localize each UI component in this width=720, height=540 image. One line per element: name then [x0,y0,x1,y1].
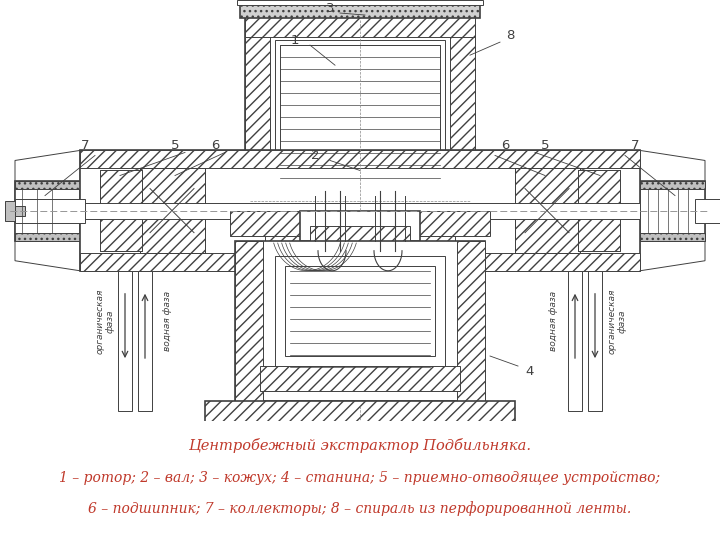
Bar [285,266,435,356]
Bar [15,199,85,222]
Text: 3: 3 [325,2,334,15]
Bar [300,211,420,241]
Text: 1 – ротор; 2 – вал; 3 – кожух; 4 – станина; 5 – приемно-отводящее устройство;: 1 – ротор; 2 – вал; 3 – кожух; 4 – стани… [60,471,660,485]
Bar [275,256,445,366]
Bar [245,15,270,215]
Bar [515,168,580,253]
Bar [578,215,620,251]
Text: 7: 7 [81,139,89,152]
Text: органическая
фаза: органическая фаза [95,288,114,354]
Bar [568,271,582,411]
Text: 8: 8 [506,29,514,42]
Bar [260,366,460,391]
Bar [80,253,640,271]
Bar [140,211,205,253]
Bar [515,211,580,253]
Bar [138,271,152,411]
Bar [240,3,480,18]
Text: 7: 7 [631,139,639,152]
Bar [235,241,485,401]
Bar [100,171,142,251]
Bar [15,180,80,188]
Bar [100,171,142,206]
Bar [515,168,580,211]
Text: водная фаза: водная фаза [549,291,557,351]
Bar [588,271,602,411]
Bar [695,199,720,222]
Bar [235,241,263,401]
Bar [450,15,475,215]
Text: 6: 6 [501,139,509,152]
Text: 5: 5 [171,139,179,152]
Bar [80,202,640,219]
Bar [310,226,410,241]
Bar [578,171,620,206]
Bar [640,233,705,241]
Bar [703,200,715,221]
Text: 4: 4 [526,364,534,377]
Polygon shape [640,151,705,271]
Text: 1: 1 [291,33,300,46]
Bar [80,151,640,271]
Bar [265,235,455,256]
Bar [140,168,205,211]
Bar [15,206,25,215]
Bar [245,15,475,215]
Bar [140,168,205,253]
Text: водная фаза: водная фаза [163,291,171,351]
Bar [5,200,17,221]
Bar [640,180,705,188]
Bar [455,429,535,449]
Bar [15,180,80,241]
Bar [640,180,705,241]
Bar [15,233,80,241]
Text: Центробежный экстрактор Подбильняка.: Центробежный экстрактор Подбильняка. [189,438,531,453]
Bar [140,168,205,253]
Bar [245,15,475,37]
Bar [457,241,485,401]
Bar [185,429,265,449]
Bar [230,211,490,235]
Text: органическая
фаза: органическая фаза [607,288,626,354]
Bar [100,215,142,251]
Bar [280,45,440,186]
Text: 5: 5 [541,139,549,152]
Text: 6 – подшипник; 7 – коллекторы; 8 – спираль из перфорированной ленты.: 6 – подшипник; 7 – коллекторы; 8 – спира… [89,501,631,516]
Bar [250,20,470,211]
Bar [245,193,475,215]
Bar [80,151,640,168]
Bar [237,0,483,5]
Bar [578,171,620,251]
Bar [205,401,515,429]
Bar [275,40,445,191]
Bar [515,168,580,253]
Text: 2: 2 [311,149,319,162]
Polygon shape [15,151,80,271]
Bar [118,271,132,411]
Text: 6: 6 [211,139,219,152]
